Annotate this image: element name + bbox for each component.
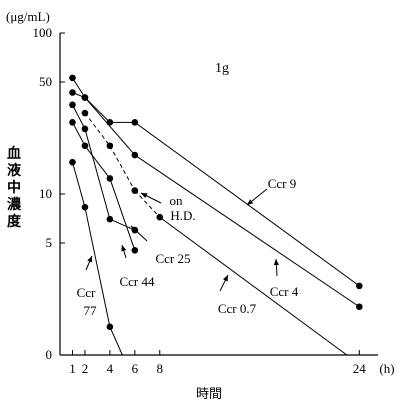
series-label-arrow-head bbox=[247, 199, 254, 205]
y-tick-label: 50 bbox=[39, 74, 52, 89]
chart-title: 1g bbox=[215, 61, 229, 76]
series-segment bbox=[109, 178, 136, 251]
x-tick-label: 1 bbox=[69, 361, 76, 376]
series-label: 77 bbox=[84, 303, 98, 318]
x-tick-label: 24 bbox=[353, 361, 367, 376]
series-segment bbox=[134, 121, 360, 287]
x-tick-label: 2 bbox=[82, 361, 89, 376]
series-label: Ccr bbox=[77, 285, 96, 300]
data-point bbox=[131, 119, 139, 126]
series-segment bbox=[109, 218, 136, 231]
annotation-arrow-head bbox=[141, 193, 148, 199]
y-unit-label: (μg/mL) bbox=[6, 9, 50, 24]
series-segment bbox=[134, 154, 360, 308]
x-tick-label: 4 bbox=[107, 361, 114, 376]
annotation-label: H.D. bbox=[170, 208, 195, 223]
data-point bbox=[69, 158, 76, 166]
series-label-arrow-head bbox=[87, 256, 93, 263]
data-point bbox=[131, 151, 139, 159]
x-tick-label: 8 bbox=[157, 361, 164, 376]
series-segment bbox=[84, 128, 111, 220]
series-segment bbox=[72, 104, 86, 130]
y-axis-title: 血液中濃度 bbox=[7, 145, 22, 230]
series-label-arrow-head bbox=[121, 245, 127, 252]
x-unit-label: (h) bbox=[379, 361, 394, 376]
series-segment bbox=[84, 97, 111, 123]
data-point bbox=[355, 303, 363, 311]
series-label-arrow-head bbox=[131, 226, 138, 233]
series-segment bbox=[84, 145, 111, 179]
data-point bbox=[156, 213, 164, 221]
data-point bbox=[81, 125, 89, 133]
data-point bbox=[131, 247, 139, 254]
data-point bbox=[81, 109, 89, 117]
series-extension bbox=[109, 326, 123, 356]
data-point bbox=[69, 119, 76, 126]
series-label: Ccr 44 bbox=[119, 274, 155, 289]
series-points bbox=[69, 74, 363, 331]
series-segment bbox=[134, 190, 161, 218]
series-label-arrow-head bbox=[222, 275, 228, 282]
series-lines bbox=[71, 77, 360, 356]
data-point bbox=[81, 203, 89, 211]
series-segment bbox=[72, 122, 86, 146]
data-point bbox=[106, 142, 114, 150]
data-point bbox=[106, 119, 114, 126]
data-point bbox=[69, 89, 76, 96]
series-segment bbox=[72, 77, 86, 98]
series-label: Ccr 25 bbox=[155, 251, 190, 266]
data-point bbox=[131, 187, 139, 194]
annotation-label: on bbox=[170, 193, 184, 208]
series-label: Ccr 0.7 bbox=[218, 301, 257, 316]
data-point bbox=[69, 74, 76, 82]
data-point bbox=[106, 323, 114, 331]
series-segment bbox=[109, 145, 136, 191]
data-point bbox=[355, 282, 363, 290]
data-point bbox=[69, 101, 76, 109]
data-point bbox=[106, 175, 114, 182]
series-extension bbox=[159, 216, 348, 356]
data-point bbox=[106, 215, 114, 223]
series-segment bbox=[71, 162, 86, 208]
series-label: Ccr 9 bbox=[268, 176, 297, 191]
series-segment bbox=[84, 97, 136, 156]
data-point bbox=[81, 142, 89, 150]
y-tick-label: 10 bbox=[39, 186, 52, 201]
y-tick-label: 100 bbox=[33, 25, 53, 40]
series-label: Ccr 4 bbox=[270, 284, 299, 299]
x-tick-label: 6 bbox=[132, 361, 139, 376]
y-tick-label: 0 bbox=[46, 347, 53, 362]
series-label-arrow-head bbox=[273, 259, 279, 266]
x-axis-title: 時間 bbox=[196, 387, 222, 402]
data-point bbox=[81, 94, 89, 101]
series-segment bbox=[84, 207, 111, 327]
y-tick-label: 5 bbox=[46, 235, 53, 250]
